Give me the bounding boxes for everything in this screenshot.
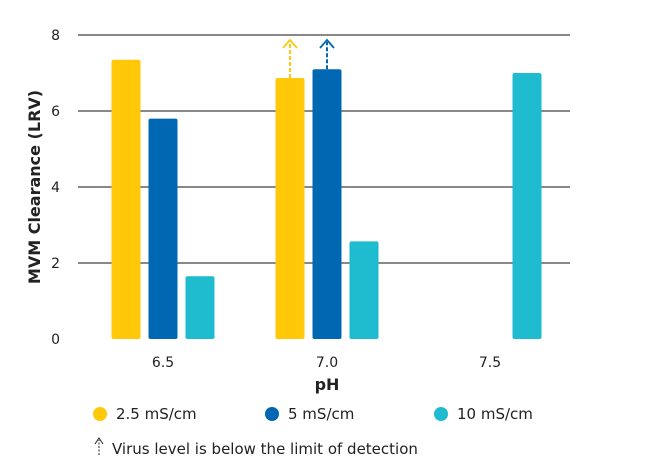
bar (185, 276, 215, 339)
legend-swatch (93, 407, 107, 421)
y-tick-label: 4 (51, 180, 60, 196)
legend-item: 10 mS/cm (434, 405, 533, 423)
x-tick-label: 6.5 (152, 355, 174, 371)
bar (512, 73, 542, 339)
y-tick-label: 6 (51, 104, 60, 120)
legend-label: 5 mS/cm (288, 405, 354, 423)
legend-label: 2.5 mS/cm (116, 405, 197, 423)
below-detection-arrow-icon (319, 38, 335, 70)
footnote: Virus level is below the limit of detect… (94, 437, 418, 458)
x-tick-label: 7.0 (316, 355, 338, 371)
legend-swatch (434, 407, 448, 421)
bar (111, 59, 141, 339)
y-tick-label: 8 (51, 28, 60, 44)
footnote-text: Virus level is below the limit of detect… (112, 440, 418, 458)
dashed-up-arrow-icon (94, 437, 104, 455)
bar (349, 241, 379, 339)
legend-item: 5 mS/cm (265, 405, 354, 423)
legend-swatch (265, 407, 279, 421)
y-tick-label: 0 (51, 332, 60, 348)
legend-item: 2.5 mS/cm (93, 405, 197, 423)
bar (275, 77, 305, 339)
x-tick-label: 7.5 (479, 355, 501, 371)
bar (312, 69, 342, 339)
legend-label: 10 mS/cm (457, 405, 533, 423)
below-detection-arrow-icon (282, 38, 298, 78)
bar (148, 118, 178, 339)
y-tick-label: 2 (51, 256, 60, 272)
x-axis-label: pH (315, 375, 340, 394)
y-axis-label: MVM Clearance (LRV) (25, 90, 44, 284)
